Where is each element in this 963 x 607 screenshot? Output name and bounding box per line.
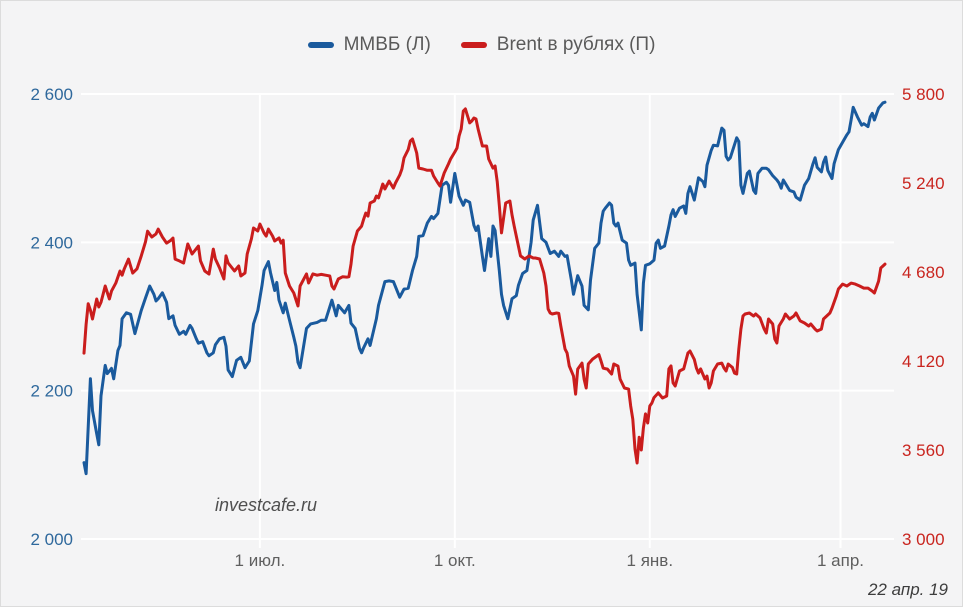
x-axis-tick-label: 1 янв. xyxy=(627,551,674,570)
legend-swatch-mmvb-icon xyxy=(307,42,334,48)
legend-label-brent: Brent в рублях (П) xyxy=(496,34,656,55)
x-axis-tick-label: 1 окт. xyxy=(434,551,476,570)
y-axis-right-label: 4 680 xyxy=(902,263,945,282)
y-axis-right-label: 4 120 xyxy=(902,352,945,371)
y-axis-left-label: 2 000 xyxy=(30,530,73,549)
y-axis-right-label: 3 560 xyxy=(902,441,945,460)
y-axis-right-label: 3 000 xyxy=(902,530,945,549)
x-axis-tick-label: 1 апр. xyxy=(817,551,864,570)
y-axis-right-label: 5 240 xyxy=(902,174,945,193)
y-axis-left-label: 2 200 xyxy=(30,382,73,401)
legend-swatch-brent-icon xyxy=(460,42,487,48)
y-axis-left-label: 2 400 xyxy=(30,233,73,252)
watermark: investcafe.ru xyxy=(215,495,318,515)
date-note: 22 апр. 19 xyxy=(867,580,948,599)
brent-line-series xyxy=(82,107,887,465)
legend-label-mmvb: ММВБ (Л) xyxy=(343,34,431,55)
x-axis-tick-label: 1 июл. xyxy=(235,551,286,570)
legend-item-mmvb[interactable]: ММВБ (Л) xyxy=(307,34,431,56)
y-axis-left-label: 2 600 xyxy=(30,85,73,104)
chart-legend: ММВБ (Л) Brent в рублях (П) xyxy=(1,34,962,56)
mmvb-line-series xyxy=(82,100,887,476)
legend-item-brent[interactable]: Brent в рублях (П) xyxy=(460,34,656,56)
y-axis-right-label: 5 800 xyxy=(902,85,945,104)
